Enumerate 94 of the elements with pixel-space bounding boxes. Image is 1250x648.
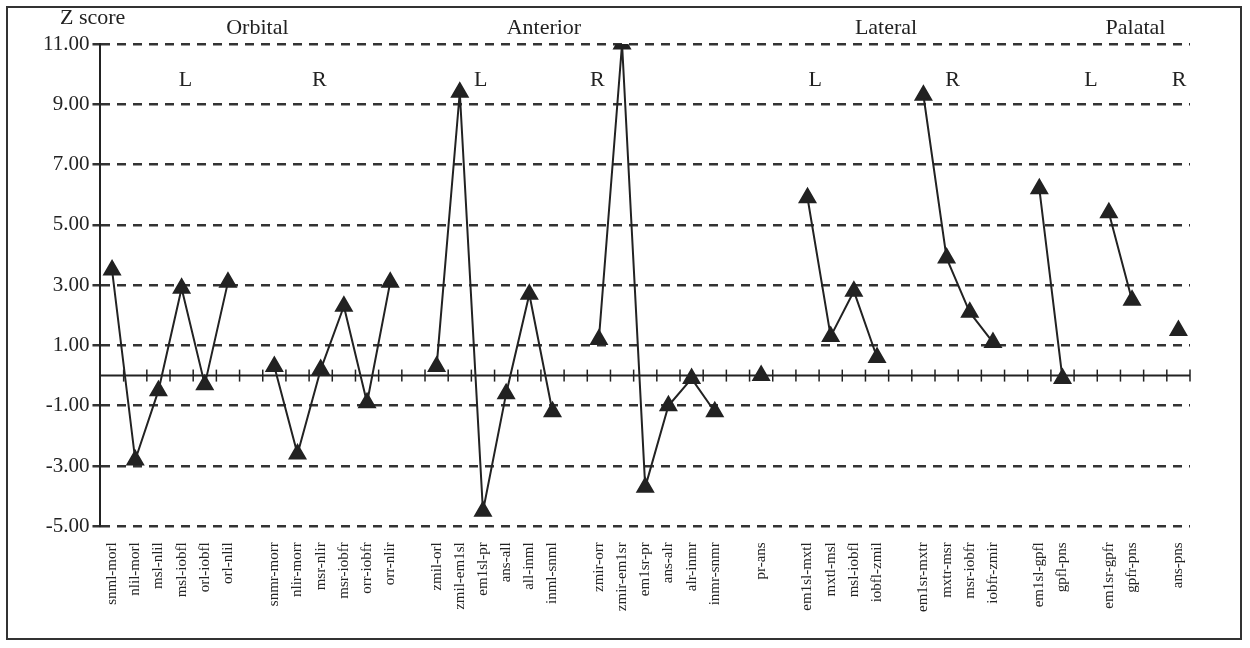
y-tick-label: 11.00 [42, 30, 90, 55]
x-tick-label: ans-pns [1169, 542, 1186, 589]
point [1123, 290, 1141, 306]
y-tick-label: -5.00 [45, 512, 90, 537]
point [543, 401, 562, 418]
x-tick-label: orl-iobfl [195, 542, 212, 593]
x-tick-label: msl-iobfl [172, 542, 189, 598]
x-tick-label: msr-iobfr [334, 542, 351, 599]
point [520, 284, 539, 300]
x-tick-label: em1sr-pr [636, 542, 653, 597]
point [195, 374, 214, 391]
x-tick-label: msl-nlil [149, 542, 166, 589]
x-tick-label: mxtr-msr [937, 542, 954, 598]
x-tick-label: snmr-morr [265, 542, 282, 607]
y-tick-label: 9.00 [52, 90, 90, 115]
text: Palatal [1105, 13, 1166, 39]
x-tick-label: zmir-em1sr [612, 542, 629, 612]
point [798, 187, 817, 204]
annotation: R [589, 65, 605, 91]
point [1030, 178, 1049, 195]
x-tick-label: nlil-morl [126, 542, 143, 596]
text: Lateral [854, 13, 918, 39]
text: Orbital [226, 13, 289, 39]
y-tick-label: 3.00 [52, 271, 90, 296]
point [1169, 320, 1188, 336]
y-tick-label: -1.00 [45, 392, 90, 417]
x-tick-label: inmr-snmr [705, 542, 722, 606]
text: Anterior [506, 13, 582, 39]
x-tick-label: iobfl-zmil [867, 542, 884, 603]
annotation: L [808, 65, 822, 91]
annotation: L [178, 65, 193, 91]
x-tick-label: nlir-morr [288, 542, 305, 597]
annotation: R [312, 65, 328, 91]
x-tick-label: em1sl-mxtl [798, 542, 815, 611]
y-tick-label: 1.00 [52, 331, 90, 356]
x-tick-label: ans-all [497, 542, 514, 583]
x-tick-label: msl-iobfl [844, 542, 861, 598]
x-tick-label: orl-nlil [218, 542, 235, 584]
y-tick-label: 7.00 [52, 151, 90, 176]
point [103, 260, 121, 276]
annotation: L [473, 65, 488, 91]
point [590, 329, 608, 345]
point [335, 296, 353, 312]
point [311, 359, 330, 376]
point [1100, 202, 1118, 219]
y-axis-title: Z score [60, 3, 126, 29]
point [427, 356, 446, 373]
point [126, 450, 145, 466]
point [497, 383, 515, 400]
x-tick-label: pr-ans [752, 542, 769, 580]
point [219, 272, 237, 288]
x-tick-label: msr-nlir [311, 542, 328, 591]
annotation: R [1171, 65, 1187, 91]
x-tick-label: gpfr-pns [1122, 542, 1139, 593]
y-tick-label: -3.00 [45, 452, 90, 477]
x-tick-label: gpfl-pns [1053, 542, 1070, 593]
x-tick-label: zmir-orr [589, 542, 606, 592]
y-tick-label: 5.00 [52, 211, 90, 236]
point [845, 281, 863, 297]
x-tick-label: orr-iobfr [358, 542, 374, 594]
x-tick-label: alr-inmr [682, 542, 699, 592]
x-tick-label: mxtl-msl [821, 542, 838, 597]
point [705, 401, 724, 418]
point [868, 347, 886, 364]
x-tick-label: zmil-em1sl [450, 542, 467, 610]
point [265, 356, 284, 373]
x-tick-label: inml-snml [543, 542, 560, 604]
x-tick-label: em1sr-gpfr [1099, 542, 1116, 609]
point [636, 477, 655, 493]
x-tick-label: orr-nlir [381, 542, 398, 586]
point [450, 82, 469, 98]
x-tick-label: msr-iobfr [960, 542, 977, 599]
x-tick-label: em1sr-mxtr [914, 542, 931, 612]
point [960, 302, 979, 318]
point [914, 85, 933, 101]
point [474, 501, 492, 517]
point [381, 272, 400, 288]
x-tick-label: iobfr-zmir [983, 542, 1000, 604]
point [659, 395, 678, 412]
x-tick-label: all-inml [520, 542, 537, 590]
point [288, 443, 307, 460]
x-tick-label: zmil-orl [427, 542, 444, 591]
x-tick-label: em1sl-gpfl [1030, 542, 1047, 608]
point [821, 326, 840, 342]
point [937, 248, 956, 264]
annotation: R [945, 65, 961, 91]
x-tick-label: snml-morl [103, 542, 119, 605]
point [358, 392, 376, 409]
point [172, 278, 191, 294]
x-tick-label: ans-alr [659, 542, 676, 584]
x-tick-label: em1sl-pr [473, 542, 490, 596]
point [984, 332, 1002, 348]
point [149, 380, 168, 397]
annotation: L [1084, 65, 1098, 91]
